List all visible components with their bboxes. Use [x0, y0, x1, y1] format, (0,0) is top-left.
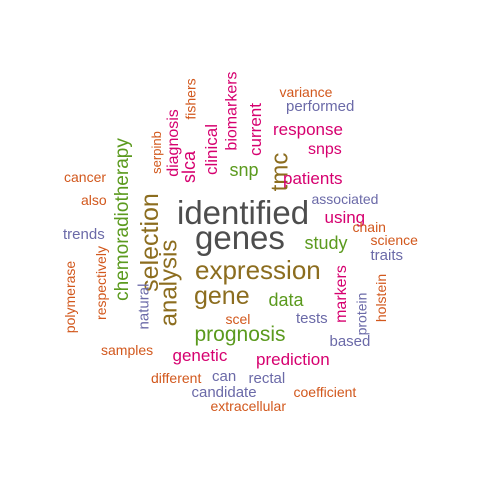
word-prognosis: prognosis: [194, 322, 286, 346]
word-current: current: [245, 102, 265, 156]
word-polymerase: polymerase: [62, 260, 79, 334]
word-snps: snps: [308, 141, 342, 158]
word-chemoradiotherapy: chemoradiotherapy: [111, 137, 133, 301]
word-gene: gene: [194, 281, 250, 310]
word-science: science: [370, 232, 418, 248]
word-holstein: holstein: [373, 273, 390, 323]
word-protein: protein: [352, 292, 369, 336]
word-data: data: [268, 290, 304, 310]
word-tests: tests: [296, 309, 328, 327]
word-can: can: [212, 367, 237, 385]
word-natural: natural: [135, 283, 153, 329]
word-chain: chain: [352, 219, 386, 235]
word-scel: scel: [225, 311, 251, 327]
word-diagnosis: diagnosis: [164, 109, 182, 177]
word-prediction: prediction: [256, 349, 330, 369]
word-also: also: [81, 192, 107, 208]
word-based: based: [329, 332, 371, 350]
word-respectively: respectively: [92, 246, 109, 320]
word-slca: slca: [179, 150, 200, 184]
word-genetic: genetic: [172, 345, 228, 365]
word-snp: snp: [229, 160, 259, 180]
word-trends: trends: [63, 225, 105, 243]
word-genes: genes: [195, 218, 285, 256]
word-traits: traits: [370, 246, 404, 264]
word-coefficient: coefficient: [293, 384, 357, 400]
word-fishers: fishers: [182, 78, 199, 120]
word-samples: samples: [101, 342, 154, 358]
word-clinical: clinical: [201, 123, 221, 175]
word-performed: performed: [286, 97, 355, 115]
word-extracellular: extracellular: [210, 398, 286, 414]
word-associated: associated: [311, 191, 379, 207]
word-serpinb: serpinb: [148, 130, 164, 174]
word-study: study: [304, 233, 348, 253]
word-response: response: [273, 119, 343, 139]
word-using: using: [324, 207, 366, 227]
word-candidate: candidate: [191, 383, 257, 401]
word-identified: identified: [177, 193, 310, 231]
word-variance: variance: [279, 84, 333, 100]
word-markers: markers: [332, 265, 350, 323]
word-cancer: cancer: [64, 169, 107, 185]
word-rectal: rectal: [248, 369, 286, 387]
word-different: different: [151, 370, 202, 386]
word-biomarkers: biomarkers: [223, 71, 241, 151]
word-patients: patients: [283, 168, 343, 188]
word-expression: expression: [195, 255, 321, 285]
word-analysis: analysis: [154, 239, 182, 327]
